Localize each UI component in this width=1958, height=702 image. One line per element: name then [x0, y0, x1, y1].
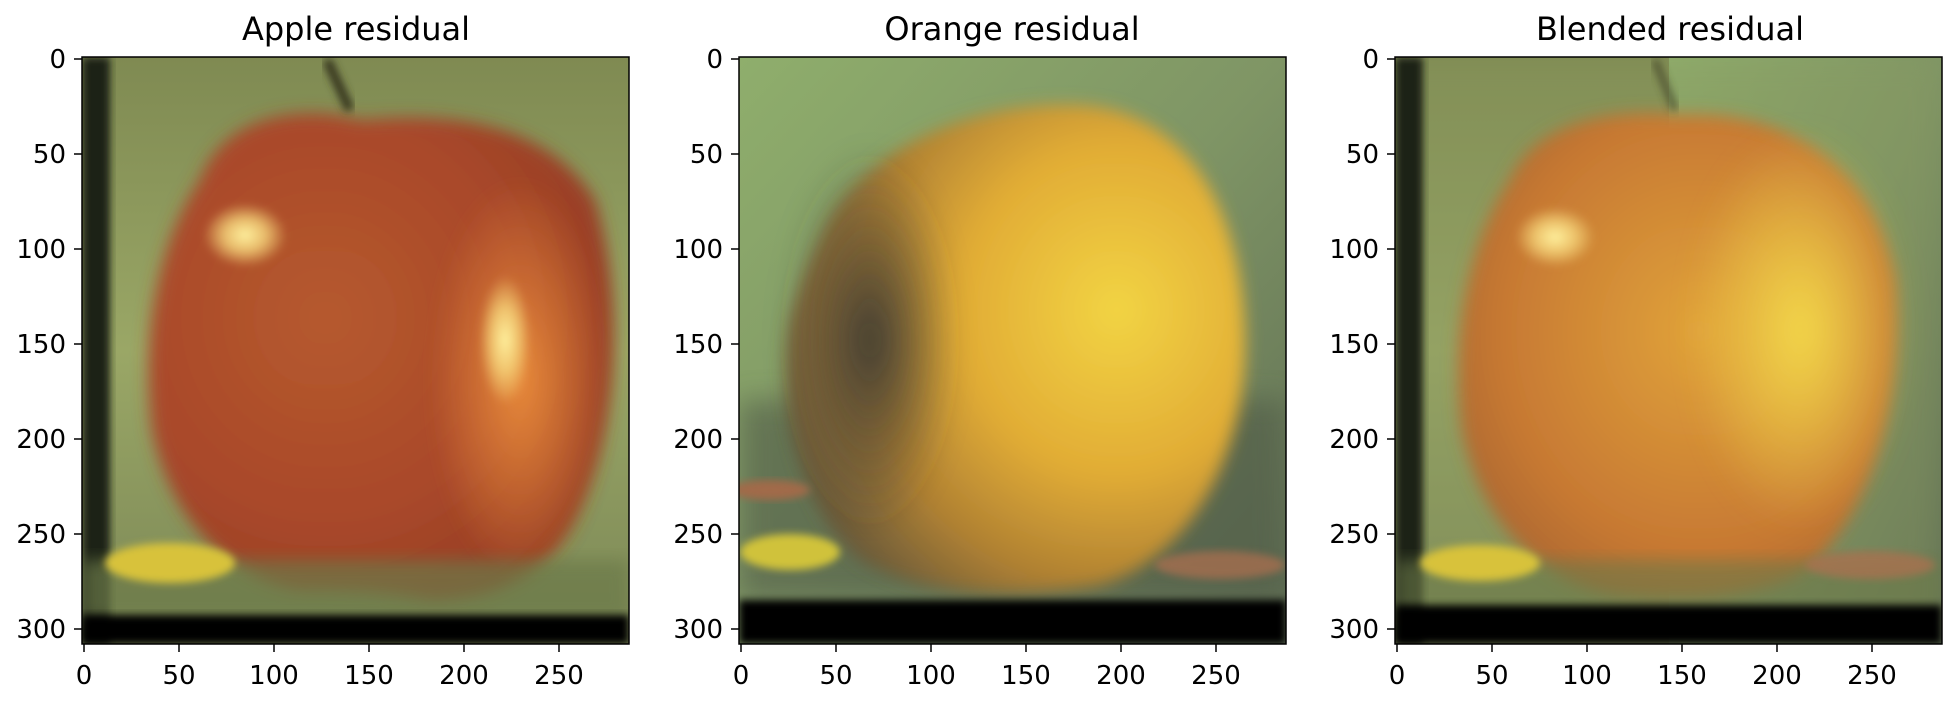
y-tick-label: 300: [1329, 615, 1379, 645]
y-tick-label: 250: [16, 520, 66, 550]
panel-title: Blended residual: [1536, 10, 1804, 48]
y-axis: 0 50 100 150 200 250 300: [1329, 45, 1395, 645]
x-tick-label: 100: [906, 661, 956, 691]
y-tick-label: 200: [673, 425, 723, 455]
y-tick-label: 50: [690, 140, 723, 170]
y-tick-label: 200: [16, 425, 66, 455]
y-tick-label: 250: [673, 520, 723, 550]
y-tick-label: 200: [1329, 425, 1379, 455]
x-tick-label: 100: [1562, 661, 1612, 691]
x-tick-label: 200: [1752, 661, 1802, 691]
x-tick-label: 50: [1475, 661, 1508, 691]
y-tick-label: 150: [1329, 330, 1379, 360]
y-tick-label: 100: [1329, 235, 1379, 265]
x-tick-label: 250: [534, 661, 584, 691]
y-tick-label: 0: [1362, 45, 1379, 75]
panel-apple: Apple residual: [16, 10, 630, 691]
y-tick-label: 300: [673, 615, 723, 645]
y-tick-label: 50: [1346, 140, 1379, 170]
y-tick-label: 250: [1329, 520, 1379, 550]
x-tick-label: 200: [439, 661, 489, 691]
image-blended-residual: [1395, 57, 1942, 644]
y-tick-label: 0: [49, 45, 66, 75]
x-axis: 0 50 100 150 200 250: [1389, 644, 1897, 691]
panel-title: Apple residual: [242, 10, 470, 48]
y-axis: 0 50 100 150 200 250 300: [16, 45, 82, 645]
x-tick-label: 150: [344, 661, 394, 691]
x-axis: 0 50 100 150 200 250: [733, 644, 1241, 691]
x-tick-label: 150: [1001, 661, 1051, 691]
x-tick-label: 200: [1096, 661, 1146, 691]
x-tick-label: 250: [1847, 661, 1897, 691]
y-axis: 0 50 100 150 200 250 300: [673, 45, 739, 645]
x-tick-label: 0: [76, 661, 93, 691]
x-tick-label: 0: [733, 661, 750, 691]
y-tick-label: 100: [673, 235, 723, 265]
x-axis: 0 50 100 150 200 250: [76, 644, 584, 691]
x-tick-label: 50: [819, 661, 852, 691]
panel-blended: Blended residual 0 50: [1329, 10, 1943, 691]
x-tick-label: 50: [162, 661, 195, 691]
x-tick-label: 150: [1657, 661, 1707, 691]
y-tick-label: 150: [673, 330, 723, 360]
y-tick-label: 100: [16, 235, 66, 265]
x-tick-label: 100: [249, 661, 299, 691]
y-tick-label: 150: [16, 330, 66, 360]
x-tick-label: 250: [1191, 661, 1241, 691]
panel-orange: Orange residual 0 50 100 150: [673, 10, 1287, 691]
image-orange-residual: [739, 57, 1286, 644]
panel-title: Orange residual: [884, 10, 1139, 48]
y-tick-label: 50: [33, 140, 66, 170]
image-apple-residual: [82, 57, 629, 644]
x-tick-label: 0: [1389, 661, 1406, 691]
y-tick-label: 0: [706, 45, 723, 75]
y-tick-label: 300: [16, 615, 66, 645]
